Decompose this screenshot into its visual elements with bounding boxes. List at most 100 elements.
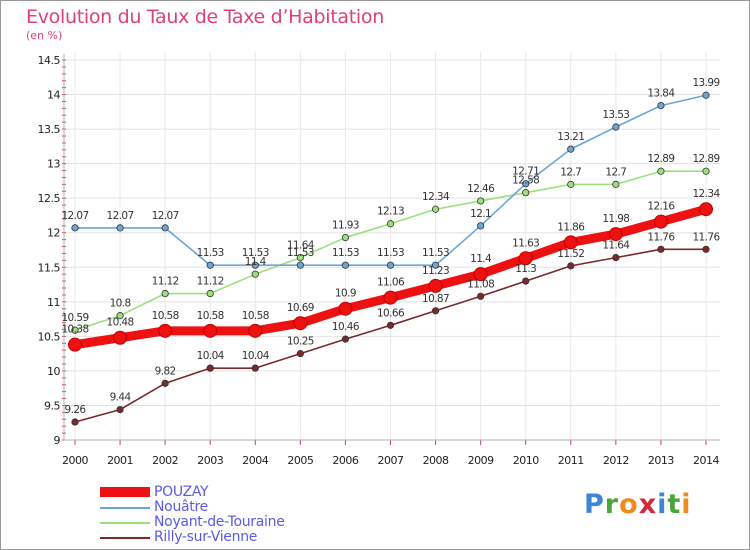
data-point-nouatre [116, 224, 124, 232]
axes-layer: 9 9.5 10 10.5 11 11.5 12 12.5 13 13.5 14 14.5 2000 20… [38, 54, 720, 467]
x-tick-label: 2002 [152, 454, 178, 467]
x-tick-label: 2008 [423, 454, 449, 467]
data-label-rilly: 10.04 [242, 350, 270, 362]
data-point-pouzay [293, 316, 308, 331]
logo-letter: o [619, 489, 639, 520]
data-point-nouatre [522, 180, 530, 188]
y-tick-label: 14.5 [38, 54, 61, 67]
data-point-pouzay [158, 323, 173, 338]
x-tick-label: 2003 [197, 454, 223, 467]
y-tick-label: 10.5 [38, 330, 61, 343]
data-label-noyant: 12.7 [605, 166, 626, 178]
data-label-pouzay: 11.06 [377, 277, 405, 289]
x-tick-label: 2006 [332, 454, 358, 467]
data-label-nouatre: 11.53 [377, 247, 404, 259]
data-point-noyant [612, 180, 620, 188]
data-point-pouzay [518, 251, 533, 266]
data-label-pouzay: 11.98 [602, 213, 629, 225]
data-point-rilly [522, 277, 530, 285]
logo-letter: i [681, 489, 692, 520]
data-label-noyant: 11.12 [152, 276, 179, 288]
data-point-noyant [522, 189, 530, 197]
data-label-pouzay: 11.86 [557, 221, 585, 233]
data-label-rilly: 11.08 [467, 278, 494, 290]
data-point-rilly [477, 292, 485, 300]
data-label-rilly: 9.26 [65, 404, 87, 416]
data-point-nouatre [567, 145, 575, 153]
data-point-rilly [657, 245, 665, 253]
data-label-pouzay: 10.58 [152, 310, 179, 322]
legend-swatch-noyant [100, 522, 150, 524]
data-label-nouatre: 11.53 [422, 247, 449, 259]
data-label-noyant: 12.34 [422, 191, 450, 203]
data-label-rilly: 10.87 [422, 293, 449, 305]
data-point-rilly [206, 364, 214, 372]
data-label-nouatre: 11.53 [332, 247, 359, 259]
data-point-nouatre [431, 261, 440, 269]
y-tick-label: 12 [47, 227, 60, 240]
data-label-pouzay: 12.34 [692, 188, 720, 200]
data-label-rilly: 10.25 [287, 336, 314, 348]
data-point-noyant [251, 270, 259, 278]
logo-letter: t [667, 489, 682, 520]
data-point-rilly [431, 307, 440, 315]
legend-swatch-nouatre [100, 507, 150, 509]
x-tick-label: 2011 [558, 454, 584, 467]
data-label-nouatre: 11.53 [242, 247, 269, 259]
line-chart: 9 9.5 10 10.5 11 11.5 12 12.5 13 13.5 14 14.5 2000 20… [38, 52, 721, 467]
x-tick-label: 2009 [468, 454, 494, 467]
data-label-rilly: 11.76 [692, 231, 720, 243]
data-point-rilly [161, 379, 169, 387]
data-point-pouzay [383, 290, 398, 305]
y-tick-label: 9 [54, 434, 61, 447]
data-label-noyant: 11.12 [197, 276, 224, 288]
data-labels-layer: 10.38 10.48 10.58 10.58 10.58 10.69 10.9 11.06 1… [61, 77, 721, 416]
data-point-nouatre [296, 261, 304, 269]
data-label-noyant: 12.58 [512, 175, 539, 187]
data-label-rilly: 10.46 [332, 321, 360, 333]
data-label-nouatre: 13.21 [557, 131, 584, 143]
data-label-noyant: 11.93 [332, 220, 359, 232]
x-tick-label: 2013 [648, 454, 674, 467]
data-label-pouzay: 11.63 [512, 237, 539, 249]
data-point-pouzay [248, 323, 263, 338]
data-point-rilly [296, 350, 304, 358]
data-label-pouzay: 10.48 [107, 317, 134, 329]
data-point-nouatre [386, 261, 395, 269]
data-label-nouatre: 11.53 [287, 247, 314, 259]
series-layer [68, 91, 713, 426]
data-label-rilly: 11.76 [647, 231, 675, 243]
data-point-noyant [116, 312, 124, 320]
data-point-noyant [431, 205, 440, 213]
data-label-nouatre: 12.07 [61, 210, 88, 222]
x-tick-label: 2007 [378, 454, 404, 467]
data-label-noyant: 12.89 [647, 153, 674, 165]
data-label-pouzay: 11.4 [470, 253, 492, 265]
data-point-nouatre [477, 222, 485, 230]
data-point-rilly [386, 321, 395, 329]
data-point-rilly [702, 245, 710, 253]
data-point-pouzay [608, 227, 623, 242]
data-label-pouzay: 10.58 [197, 310, 224, 322]
data-point-nouatre [341, 261, 350, 269]
data-point-noyant [567, 180, 575, 188]
y-tick-label: 11.5 [38, 261, 61, 274]
data-point-noyant [477, 197, 485, 205]
data-point-rilly [251, 364, 259, 372]
data-point-rilly [567, 262, 575, 270]
data-label-nouatre: 13.99 [692, 77, 719, 89]
data-point-nouatre [161, 224, 169, 232]
logo-letter: x [638, 489, 658, 520]
data-label-rilly: 11.64 [602, 240, 630, 252]
y-tick-label: 9.5 [44, 399, 60, 412]
data-label-rilly: 9.44 [110, 392, 132, 404]
y-tick-label: 11 [47, 296, 60, 309]
data-point-nouatre [71, 224, 79, 232]
data-point-noyant [702, 167, 710, 175]
data-label-noyant: 10.8 [110, 298, 131, 310]
legend-swatch-rilly [100, 537, 150, 539]
logo-letter: r [604, 489, 620, 520]
data-label-noyant: 12.46 [467, 183, 495, 195]
y-tick-label: 13 [47, 158, 60, 171]
data-point-pouzay [563, 235, 578, 250]
